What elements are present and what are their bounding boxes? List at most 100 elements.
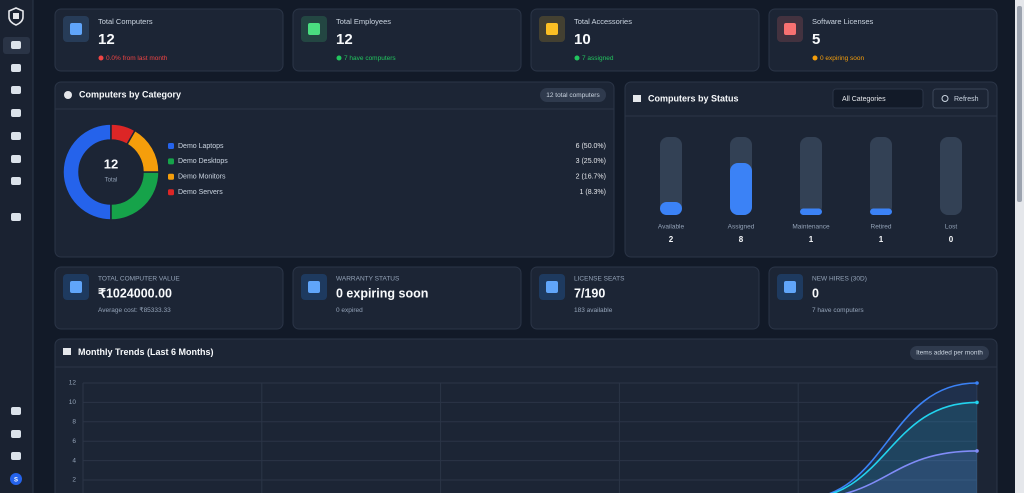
summary-icon [784,281,796,293]
nav-icon[interactable] [11,64,21,72]
stat-note: 0.0% from last month [106,55,168,62]
card [530,8,760,72]
y-tick-label: 6 [72,438,76,445]
header-icon [633,95,641,102]
card-title: Computers by Category [79,89,181,99]
legend-value: 3 (25.0%) [576,158,606,165]
donut-total-label: Total [105,178,118,184]
sidebar [0,0,33,493]
donut-slice [62,123,112,221]
category-select[interactable] [832,88,924,109]
logo-mark [13,13,19,19]
stat-title: Total Employees [336,17,391,26]
badge [540,88,606,102]
header-icon [64,91,72,99]
summary-value: 0 [812,286,819,300]
legend-label: Demo Servers [178,189,223,196]
donut-total: 12 [104,156,118,171]
legend-value: 2 (16.7%) [576,174,606,181]
summary-title: LICENSE SEATS [574,276,625,283]
legend-swatch [168,173,174,180]
nav-icon[interactable] [11,213,21,221]
status-track [800,137,822,215]
donut-slice [110,123,137,146]
legend-swatch [168,143,174,149]
status-label: Retired [871,224,892,231]
status-bar [870,208,892,215]
card-title: Monthly Trends (Last 6 Months) [78,347,214,357]
header-icon [63,348,71,355]
stat-icon [784,23,796,35]
nav-icon[interactable] [11,407,21,415]
stat-note-icon [98,55,104,61]
status-value: 1 [879,235,884,244]
status-bar [660,202,682,215]
nav-icon[interactable] [11,452,21,460]
status-track [870,137,892,215]
card [54,266,284,330]
nav-icon[interactable] [11,155,21,163]
stat-value: 5 [812,31,820,48]
card-title: Computers by Status [648,93,739,103]
stat-note: 0 expiring soon [820,55,864,62]
status-label: Maintenance [792,224,830,231]
summary-title: WARRANTY STATUS [336,276,400,283]
stat-icon [308,23,320,35]
stat-value: 12 [336,31,353,48]
line [831,401,978,493]
nav-icon[interactable] [11,109,21,117]
card [768,266,998,330]
status-label: Assigned [728,224,755,231]
stat-value: 12 [98,31,115,48]
status-bar [730,163,752,215]
status-value: 2 [669,235,674,244]
summary-note: 7 have computers [812,307,864,314]
status-track [660,137,682,215]
status-value: 1 [809,235,814,244]
line [828,382,978,493]
status-value: 8 [739,235,744,244]
nav-icon[interactable] [11,86,21,94]
card [530,266,760,330]
status-value: 0 [949,235,954,244]
legend-value: 1 (8.3%) [580,189,606,196]
line-area [847,450,977,493]
badge-text: Items added per month [916,350,983,357]
card [54,8,284,72]
status-label: Lost [945,224,957,231]
summary-value: ₹1024000.00 [98,286,172,300]
summary-icon [308,281,320,293]
scrollbar-thumb [1017,6,1022,202]
legend-label: Demo Desktops [178,158,228,165]
summary-title: NEW HIRES (30D) [812,276,867,283]
y-tick-label: 4 [72,457,76,464]
summary-value: 0 expiring soon [336,286,428,300]
line-point [975,381,979,385]
refresh-text: Refresh [954,96,979,103]
nav-icon[interactable] [11,430,21,438]
logo [8,7,24,26]
nav-icon[interactable] [11,177,21,185]
stat-title: Total Computers [98,17,153,26]
card [768,8,998,72]
stat-title: Software Licenses [812,17,874,26]
card [292,266,522,330]
y-tick-label: 2 [72,477,76,484]
line-area [830,383,977,493]
badge-text: 12 total computers [546,92,600,99]
stat-note: 7 assigned [582,55,614,62]
status-label: Available [658,224,685,231]
stat-icon [546,23,558,35]
refresh-icon [941,95,949,102]
nav-icon[interactable] [11,132,21,140]
stat-note-icon [336,55,342,61]
summary-title: TOTAL COMPUTER VALUE [98,276,180,283]
status-bar [800,208,822,215]
stat-icon [70,23,82,35]
refresh-button[interactable] [932,88,989,109]
line-point [975,449,979,453]
legend-label: Demo Monitors [178,174,226,181]
nav-icon[interactable] [11,41,21,49]
avatar[interactable] [10,473,22,485]
